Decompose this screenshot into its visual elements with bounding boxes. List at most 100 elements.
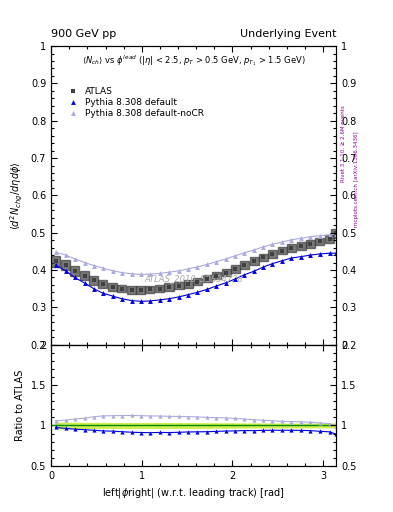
Bar [89,276,98,285]
Pythia 8.308 default-noCR [53,249,58,255]
Bar [61,260,70,270]
Bar [51,256,60,267]
Pythia 8.308 default-noCR [224,255,228,262]
Bar [222,269,231,276]
Pythia 8.308 default-noCR [148,271,152,277]
Bar [331,229,340,238]
Pythia 8.308 default [334,250,338,257]
Pythia 8.308 default [72,274,77,281]
ATLAS [317,238,322,244]
Pythia 8.308 default-noCR [82,260,87,266]
ATLAS [129,287,134,293]
Pythia 8.308 default [53,262,58,268]
Bar [315,238,324,245]
Bar [108,283,117,290]
ATLAS [82,272,87,279]
Line: Pythia 8.308 default: Pythia 8.308 default [53,251,338,304]
ATLAS [224,269,228,275]
Pythia 8.308 default-noCR [158,270,162,276]
Pythia 8.308 default [308,252,313,258]
Pythia 8.308 default [317,251,322,257]
Bar [240,262,249,269]
Bar [80,271,89,280]
Pythia 8.308 default-noCR [299,235,304,241]
Pythia 8.308 default [261,264,266,270]
Bar [145,286,154,293]
Pythia 8.308 default [63,268,68,274]
Bar [164,284,174,291]
ATLAS [233,266,237,272]
Y-axis label: Ratio to ATLAS: Ratio to ATLAS [15,370,25,441]
Pythia 8.308 default [101,290,105,296]
Pythia 8.308 default [299,253,304,260]
Bar [117,285,127,292]
Pythia 8.308 default-noCR [289,237,294,243]
Bar [211,272,221,280]
Bar [231,265,240,272]
Bar [250,258,259,265]
Bar [278,247,287,254]
ATLAS [138,287,143,293]
ATLAS [63,262,68,268]
Pythia 8.308 default-noCR [138,271,143,278]
Pythia 8.308 default-noCR [129,271,134,277]
Pythia 8.308 default-noCR [110,268,115,274]
Pythia 8.308 default-noCR [72,255,77,262]
Pythia 8.308 default-noCR [334,231,338,237]
Pythia 8.308 default-noCR [214,259,219,265]
Pythia 8.308 default [214,283,219,289]
Pythia 8.308 default-noCR [308,233,313,240]
Pythia 8.308 default [224,280,228,286]
Pythia 8.308 default [185,291,190,297]
ATLAS [72,268,77,274]
Bar [202,275,211,282]
Pythia 8.308 default-noCR [101,265,105,271]
ATLAS [101,281,105,287]
Line: ATLAS: ATLAS [53,231,338,292]
Pythia 8.308 default-noCR [195,264,200,270]
Pythia 8.308 default-noCR [327,232,332,238]
Pythia 8.308 default-noCR [91,263,96,269]
Pythia 8.308 default [176,294,181,300]
Text: ATLAS_2010_S8894728: ATLAS_2010_S8894728 [144,274,243,284]
Pythia 8.308 default-noCR [261,244,266,250]
Text: $\langle N_{ch}\rangle$ vs $\phi^{lead}$ ($|\eta|$ < 2.5, $p_T$ > 0.5 GeV, $p_{T: $\langle N_{ch}\rangle$ vs $\phi^{lead}$… [82,54,305,69]
Pythia 8.308 default [205,286,209,292]
Pythia 8.308 default-noCR [176,268,181,274]
Bar [98,280,107,288]
Pythia 8.308 default [233,276,237,282]
Pythia 8.308 default-noCR [252,247,257,253]
ATLAS [119,286,124,292]
Pythia 8.308 default [91,286,96,292]
Text: mcplots.cern.ch [arXiv:1306.3436]: mcplots.cern.ch [arXiv:1306.3436] [354,132,359,227]
Pythia 8.308 default [242,272,247,278]
Pythia 8.308 default-noCR [119,269,124,275]
Pythia 8.308 default [129,297,134,304]
ATLAS [195,279,200,285]
Text: Underlying Event: Underlying Event [239,29,336,38]
ATLAS [214,272,219,279]
Pythia 8.308 default [119,295,124,302]
Text: 900 GeV pp: 900 GeV pp [51,29,116,38]
ATLAS [91,278,96,284]
ATLAS [53,259,58,265]
Pythia 8.308 default-noCR [242,250,247,256]
ATLAS [158,286,162,292]
ATLAS [167,284,171,290]
Pythia 8.308 default [270,261,275,267]
ATLAS [289,245,294,251]
ATLAS [242,262,247,268]
Legend: ATLAS, Pythia 8.308 default, Pythia 8.308 default-noCR: ATLAS, Pythia 8.308 default, Pythia 8.30… [64,87,205,119]
Pythia 8.308 default [327,250,332,257]
Pythia 8.308 default [167,295,171,302]
ATLAS [334,230,338,237]
Text: Rivet 3.1.10, ≥ 2.6M events: Rivet 3.1.10, ≥ 2.6M events [341,105,346,182]
Pythia 8.308 default-noCR [185,266,190,272]
Pythia 8.308 default [280,258,285,264]
Bar [184,280,193,288]
Pythia 8.308 default [110,293,115,299]
Line: Pythia 8.308 default-noCR: Pythia 8.308 default-noCR [53,232,338,277]
ATLAS [299,243,304,249]
Bar [136,286,145,294]
ATLAS [261,254,266,261]
